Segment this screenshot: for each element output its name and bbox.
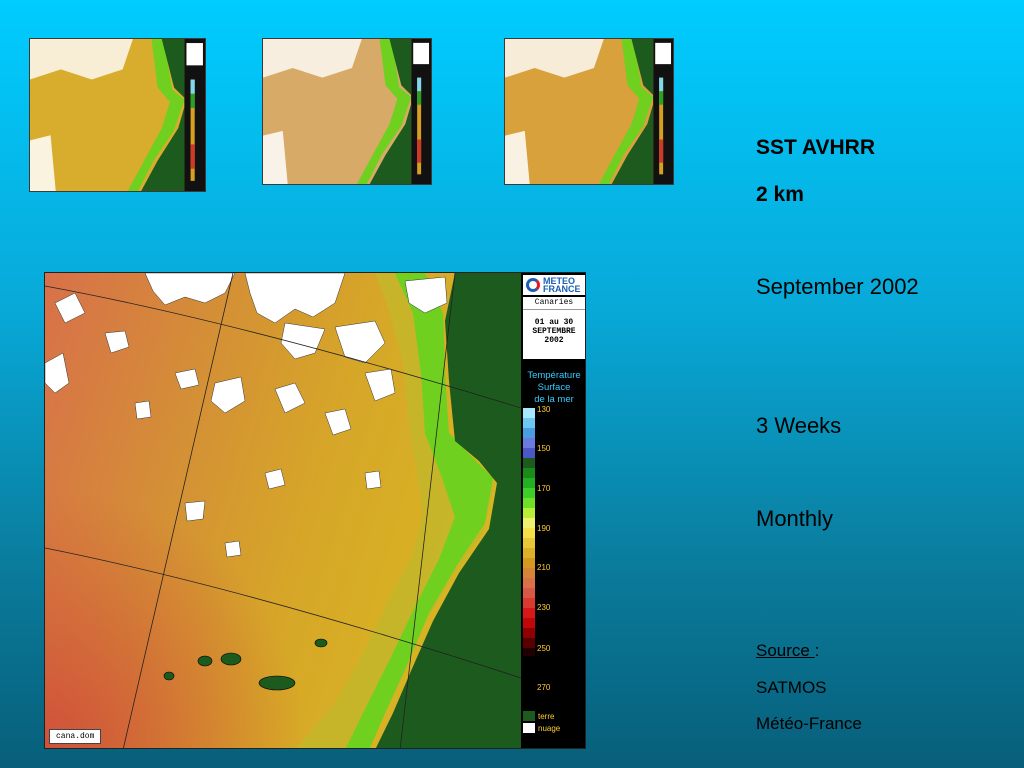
date-line-2: SEPTEMBRE (532, 327, 576, 336)
legend-land-label: terre (538, 711, 555, 721)
thumbnail-map-image (505, 39, 673, 184)
tick-230: 230 (537, 603, 551, 612)
color-scale (523, 408, 535, 656)
meteo-france-logo: METEO FRANCE (523, 275, 585, 295)
land-swatch (523, 711, 535, 721)
legend-panel: METEO FRANCE Canaries 01 au 30 SEPTEMBRE… (521, 273, 585, 748)
tick-190: 190 (537, 524, 551, 533)
tick-250: 250 (537, 644, 551, 653)
thumbnail-map-image (263, 39, 431, 184)
tick-270: 270 (537, 683, 551, 692)
tick-150: 150 (537, 444, 551, 453)
thumbnail-week-3[interactable] (504, 38, 674, 185)
source-link[interactable]: Source (756, 641, 815, 660)
title-line-1: SST AVHRR (756, 136, 876, 159)
info-box: Canaries 01 au 30 SEPTEMBRE 2002 (523, 297, 585, 359)
legend-land: terre (523, 711, 554, 721)
legend-title-2: Surface (537, 382, 571, 393)
tick-210: 210 (537, 563, 551, 572)
source-heading: Source : (756, 641, 819, 661)
sst-map-monthly: METEO FRANCE Canaries 01 au 30 SEPTEMBRE… (44, 272, 586, 749)
logo-text-2: FRANCE (543, 284, 581, 294)
title-line-2: 2 km (756, 183, 804, 206)
logo-circle-icon (526, 278, 540, 292)
thumbnail-week-1[interactable] (29, 38, 206, 192)
tick-170: 170 (537, 484, 551, 493)
duration-label: 3 Weeks (756, 413, 842, 438)
file-name-label: cana.dom (49, 729, 102, 744)
source-colon: : (814, 641, 820, 660)
legend-cloud: nuage (523, 723, 560, 733)
source-line-2: Météo-France (756, 714, 862, 733)
region-label: Canaries (523, 298, 585, 310)
legend-title-1: Température (527, 370, 581, 381)
date-line-3: 2002 (544, 336, 564, 345)
period-label: September 2002 (756, 274, 919, 299)
frequency-label: Monthly (756, 506, 834, 531)
logo-text-1: METEO (543, 276, 576, 286)
tick-130: 130 (537, 405, 551, 414)
legend-cloud-label: nuage (538, 723, 561, 733)
legend-title: Température Surface de la mer (521, 370, 585, 406)
thumbnail-week-2[interactable] (262, 38, 432, 185)
sst-map-image (45, 273, 521, 748)
date-line-1: 01 au 30 (534, 318, 574, 327)
thumbnail-map-image (30, 39, 205, 191)
cloud-swatch (523, 723, 535, 733)
legend-title-3: de la mer (534, 394, 574, 405)
source-line-1: SATMOS (756, 678, 827, 697)
